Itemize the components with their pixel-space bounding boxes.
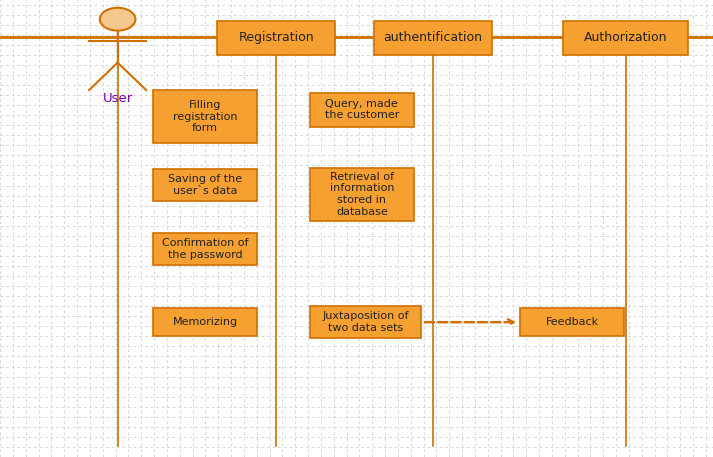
Text: Query, made
the customer: Query, made the customer (324, 99, 399, 121)
Text: Authorization: Authorization (584, 31, 667, 44)
Text: User: User (103, 92, 133, 105)
Circle shape (100, 8, 135, 31)
FancyBboxPatch shape (153, 308, 257, 336)
FancyBboxPatch shape (310, 306, 421, 338)
FancyBboxPatch shape (310, 168, 414, 221)
Text: Retrieval of
information
stored in
database: Retrieval of information stored in datab… (329, 172, 394, 217)
Text: Filling
registration
form: Filling registration form (173, 100, 237, 133)
FancyBboxPatch shape (217, 21, 335, 55)
Text: Feedback: Feedback (545, 317, 599, 327)
Text: authentification: authentification (384, 31, 483, 44)
FancyBboxPatch shape (153, 90, 257, 143)
FancyBboxPatch shape (520, 308, 624, 336)
Text: Confirmation of
the password: Confirmation of the password (162, 238, 248, 260)
FancyBboxPatch shape (153, 169, 257, 201)
FancyBboxPatch shape (310, 93, 414, 127)
Text: Saving of the
user`s data: Saving of the user`s data (168, 174, 242, 196)
FancyBboxPatch shape (153, 233, 257, 265)
FancyBboxPatch shape (374, 21, 492, 55)
FancyBboxPatch shape (563, 21, 688, 55)
Text: Juxtaposition of
two data sets: Juxtaposition of two data sets (322, 311, 409, 333)
Text: Registration: Registration (238, 31, 314, 44)
Text: Memorizing: Memorizing (173, 317, 237, 327)
